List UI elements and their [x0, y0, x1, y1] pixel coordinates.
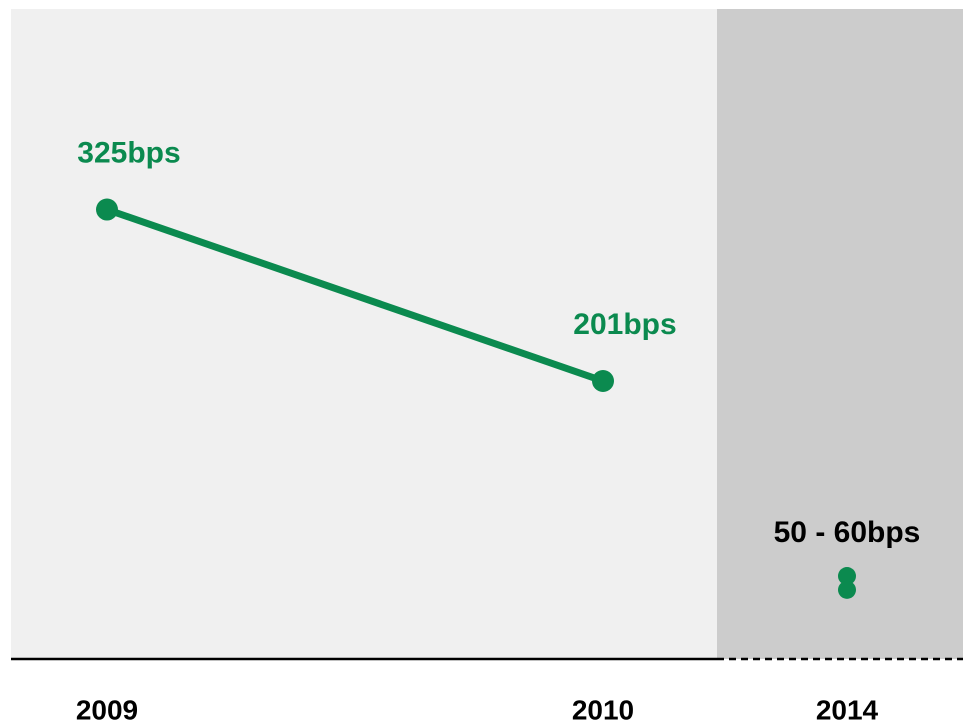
data-label: 325bps [77, 136, 180, 169]
x-tick-label: 2010 [572, 694, 634, 725]
data-label: 201bps [573, 308, 676, 341]
x-tick-label: 2009 [76, 694, 138, 725]
history-panel [11, 9, 717, 659]
range-label: 50 - 60bps [774, 516, 921, 549]
point [592, 370, 614, 393]
x-tick-label: 2014 [816, 694, 879, 725]
forecast-panel [717, 9, 963, 659]
range-high [838, 567, 856, 586]
line [105, 206, 605, 385]
point [96, 198, 118, 221]
range-low [838, 580, 856, 599]
